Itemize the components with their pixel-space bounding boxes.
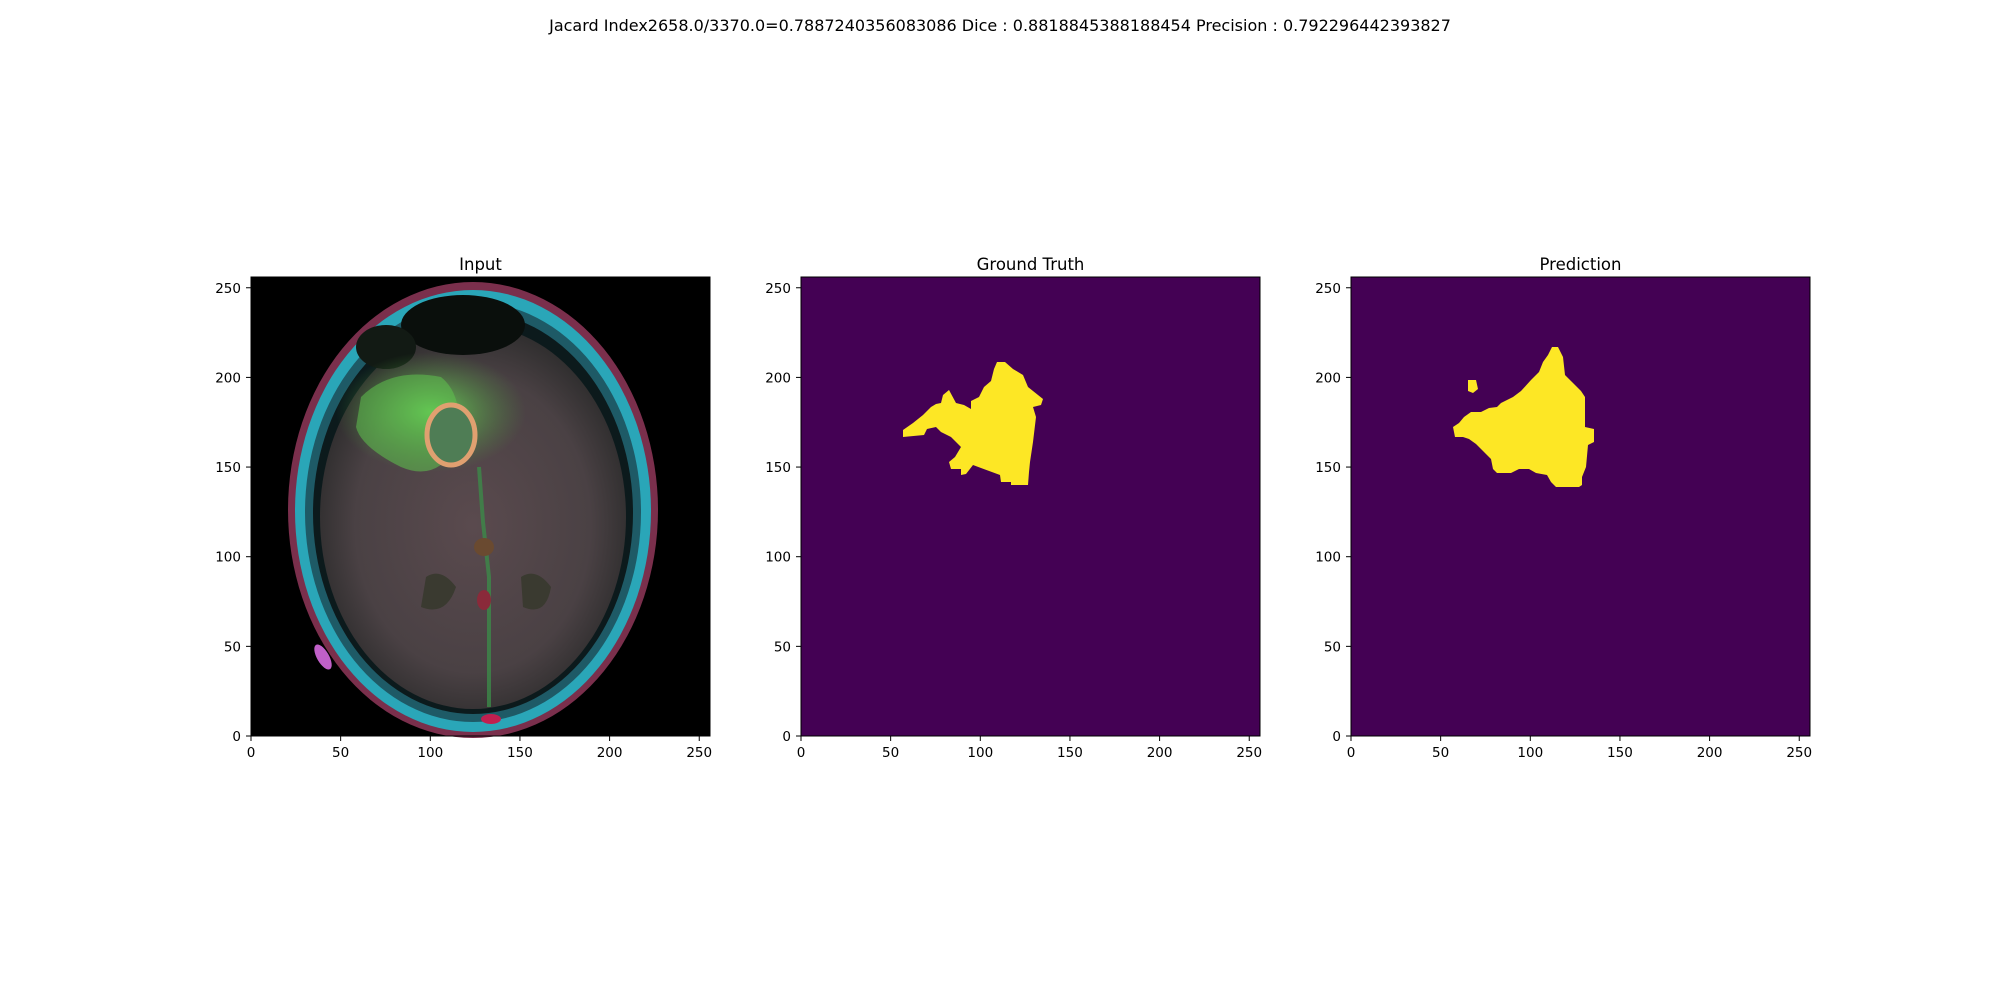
- y-tick-label: 200: [1315, 370, 1341, 386]
- y-tick-label: 150: [215, 460, 241, 476]
- y-tick-label: 100: [1315, 550, 1341, 566]
- x-tick-label: 50: [882, 745, 899, 761]
- x-tick-label: 200: [597, 745, 623, 761]
- prediction-mask: [1351, 277, 1810, 736]
- x-tick-label: 250: [1236, 745, 1262, 761]
- y-tick-label: 250: [765, 281, 791, 297]
- y-tick-label: 200: [765, 370, 791, 386]
- x-tick-label: 0: [247, 745, 256, 761]
- y-tick-label: 50: [224, 639, 241, 655]
- panel-ground-truth: 0 50 100 150 200 250 0 50 100 150 200 250: [765, 276, 1262, 761]
- figure-title: Jacard Index2658.0/3370.0=0.788724035608…: [549, 16, 1451, 35]
- x-tick-label: 150: [1057, 745, 1083, 761]
- tumor-mask-fragment: [1468, 380, 1478, 393]
- ventricle-left: [421, 573, 456, 610]
- axes-ground-truth: 0 50 100 150 200 250 0 50 100 150 200 250: [765, 276, 1262, 761]
- x-tick-label: 150: [507, 745, 533, 761]
- x-tick-label: 100: [967, 745, 993, 761]
- panel-title-prediction: Prediction: [1539, 255, 1622, 274]
- x-tick-label: 200: [1147, 745, 1173, 761]
- axes-input: 0 50 100 150 200 250 0 50 100 150 200 250: [215, 276, 712, 761]
- y-ticks: 0 50 100 150 200 250: [765, 281, 801, 745]
- x-tick-label: 0: [797, 745, 806, 761]
- x-tick-label: 200: [1697, 745, 1723, 761]
- y-tick-label: 150: [765, 460, 791, 476]
- y-ticks: 0 50 100 150 200 250: [215, 281, 251, 745]
- panel-prediction: 0 50 100 150 200 250 0 50 100 150 200 250: [1315, 276, 1812, 761]
- y-tick-label: 250: [215, 281, 241, 297]
- panel-title-ground-truth: Ground Truth: [976, 255, 1085, 274]
- y-tick-label: 200: [215, 370, 241, 386]
- y-ticks: 0 50 100 150 200 250: [1315, 281, 1351, 745]
- y-tick-label: 0: [232, 729, 241, 745]
- x-tick-label: 50: [332, 745, 349, 761]
- x-ticks: 0 50 100 150 200 250: [247, 736, 712, 761]
- axes-prediction: 0 50 100 150 200 250 0 50 100 150 200 250: [1315, 276, 1812, 761]
- mask-background: [801, 277, 1260, 736]
- axes-frame: [1350, 276, 1811, 737]
- tumor-mask: [1453, 347, 1594, 487]
- y-tick-label: 150: [1315, 460, 1341, 476]
- x-ticks: 0 50 100 150 200 250: [1347, 736, 1812, 761]
- panel-input: 0 50 100 150 200 250 0 50 100 150 200 250: [215, 276, 712, 761]
- x-tick-label: 0: [1347, 745, 1356, 761]
- panel-title-input: Input: [459, 255, 502, 274]
- axes-frame: [800, 276, 1261, 737]
- tumor-mask: [903, 362, 1043, 485]
- x-tick-label: 250: [686, 745, 712, 761]
- input-image: [251, 277, 710, 738]
- y-tick-label: 100: [765, 550, 791, 566]
- x-tick-label: 100: [1517, 745, 1543, 761]
- x-tick-label: 100: [417, 745, 443, 761]
- x-tick-label: 150: [1607, 745, 1633, 761]
- x-tick-label: 50: [1432, 745, 1449, 761]
- y-tick-label: 0: [1332, 729, 1341, 745]
- x-ticks: 0 50 100 150 200 250: [797, 736, 1262, 761]
- ground-truth-mask: [801, 277, 1260, 736]
- tumor-ring: [424, 402, 478, 468]
- y-tick-label: 100: [215, 550, 241, 566]
- y-tick-label: 50: [1324, 639, 1341, 655]
- x-tick-label: 250: [1786, 745, 1812, 761]
- ventricle-right: [521, 573, 551, 610]
- y-tick-label: 50: [774, 639, 791, 655]
- y-tick-label: 0: [782, 729, 791, 745]
- y-tick-label: 250: [1315, 281, 1341, 297]
- mask-background: [1351, 277, 1810, 736]
- axes-frame: [250, 276, 711, 737]
